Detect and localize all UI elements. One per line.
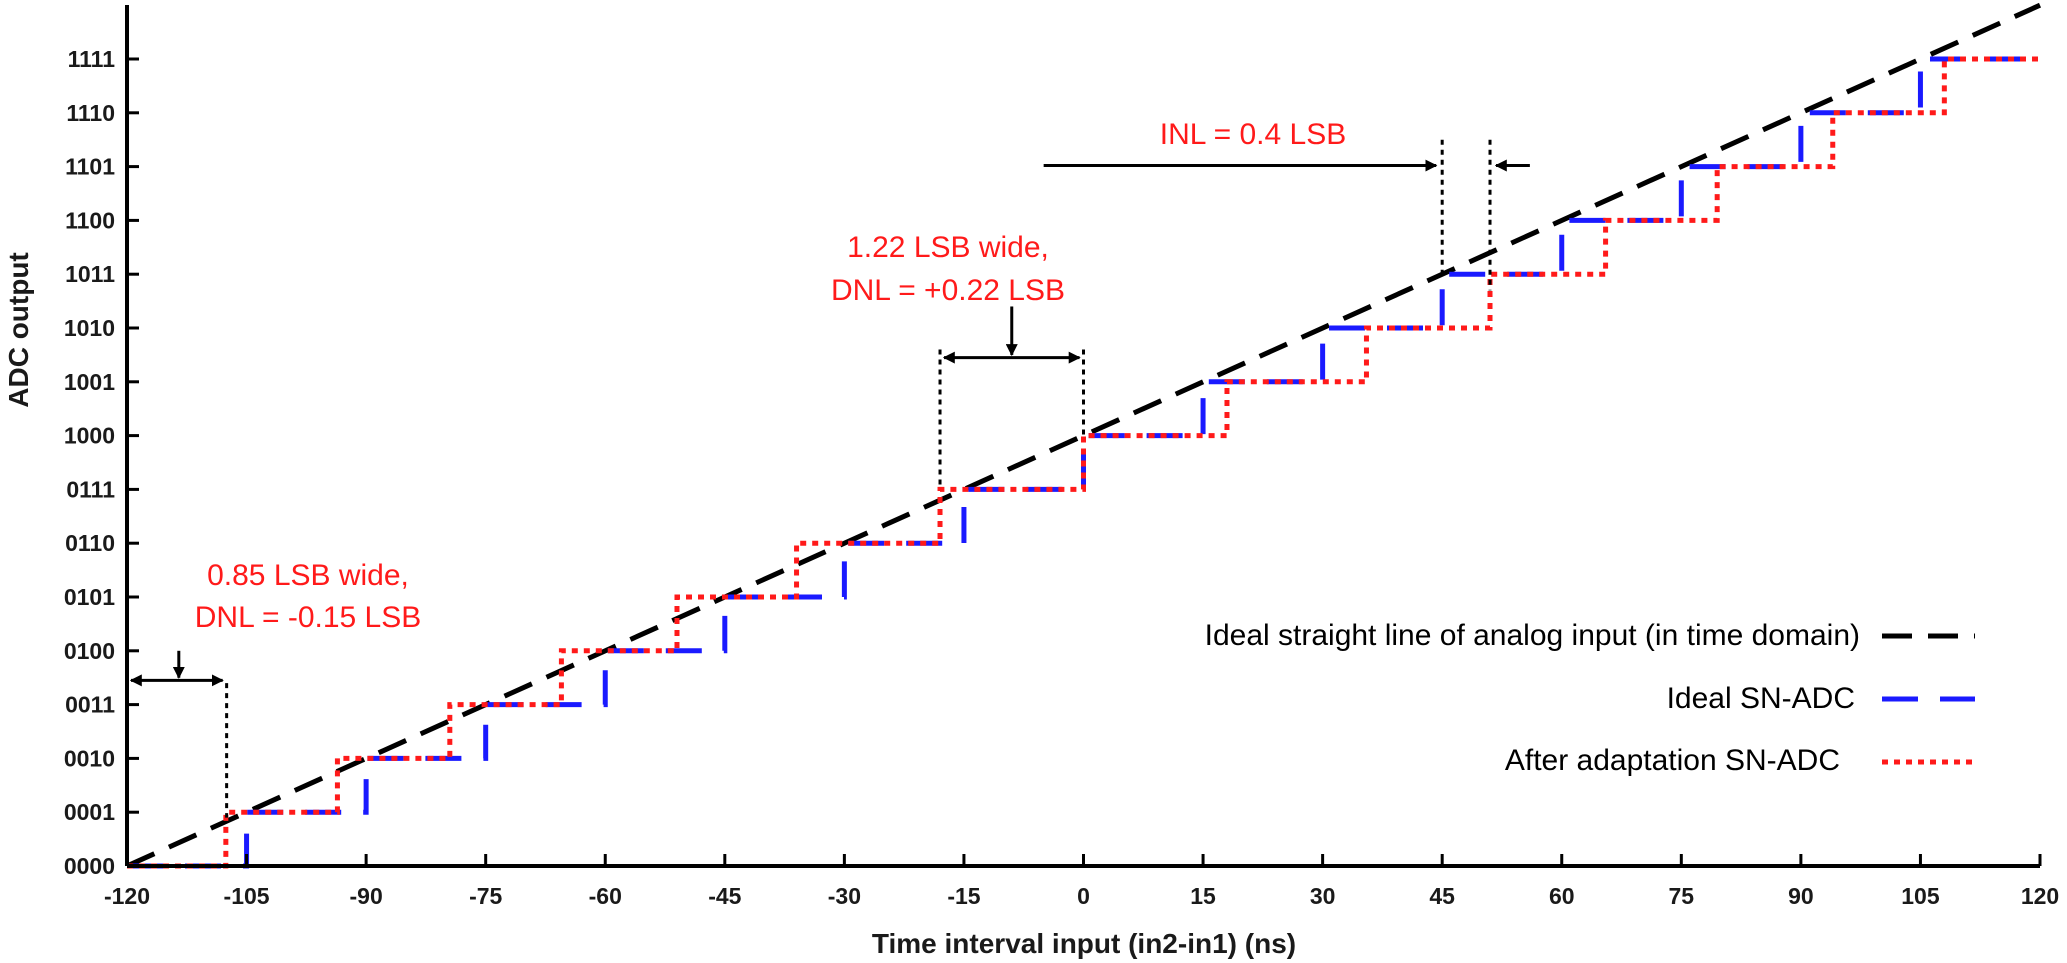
x-tick-label: 75	[1669, 883, 1695, 909]
y-tick-label: 1011	[65, 261, 115, 287]
axes: -120 -105 -90 -75 -60 -45 -30 -15 0 15 30 45 60 75 90 1…	[64, 5, 2059, 909]
x-tick-label: -60	[589, 883, 622, 909]
y-tick-label: 0010	[64, 745, 115, 771]
y-tick-label: 0001	[64, 799, 115, 825]
legend-label-after-adaptation: After adaptation SN-ADC	[1505, 744, 1840, 777]
series-after-adaptation	[127, 56, 2040, 869]
y-tick-label: 1010	[64, 315, 115, 341]
x-tick-label: -75	[469, 883, 502, 909]
legend: Ideal straight line of analog input (in …	[1205, 619, 1975, 777]
x-tick-label: 120	[2021, 883, 2059, 909]
y-tick-label: 1110	[66, 100, 115, 126]
y-tick-label: 1111	[68, 46, 116, 72]
x-tick-label: 30	[1310, 883, 1336, 909]
series-ideal-line	[125, 2, 2042, 869]
y-tick-label: 0011	[65, 692, 115, 718]
x-tick-label: 60	[1549, 883, 1575, 909]
dnl-positive-annotation-line1: 1.22 LSB wide,	[847, 231, 1049, 264]
y-tick-label: 0000	[64, 853, 115, 879]
x-tick-label: 105	[1901, 883, 1940, 909]
y-axis-title: ADC output	[3, 252, 34, 408]
x-tick-label: -90	[350, 883, 383, 909]
dnl-negative-annotation-line1: 0.85 LSB wide,	[207, 559, 409, 592]
y-tick-label: 0101	[64, 584, 115, 610]
y-tick-label: 0100	[64, 638, 115, 664]
y-tick-label: 0110	[65, 530, 115, 556]
x-tick-label: -120	[104, 883, 150, 909]
dnl-negative-annotation-line2: DNL = -0.15 LSB	[195, 601, 422, 634]
annotations	[129, 139, 1530, 818]
inl-annotation: INL = 0.4 LSB	[1160, 118, 1347, 151]
x-tick-label: 45	[1429, 883, 1455, 909]
y-tick-label: 1101	[65, 154, 115, 180]
y-tick-label: 0111	[66, 476, 115, 502]
x-tick-label: -30	[828, 883, 861, 909]
y-tick-label: 1001	[64, 369, 115, 395]
x-tick-label: 0	[1077, 883, 1090, 909]
x-tick-label: -105	[224, 883, 270, 909]
y-tick-label: 1100	[65, 207, 115, 233]
y-tick-label: 1000	[64, 423, 115, 449]
x-tick-label: 90	[1788, 883, 1814, 909]
x-axis-title: Time interval input (in2-in1) (ns)	[872, 928, 1296, 959]
dnl-positive-annotation-line2: DNL = +0.22 LSB	[831, 274, 1065, 307]
legend-label-ideal-line: Ideal straight line of analog input (in …	[1205, 619, 1860, 652]
x-tick-label: -15	[947, 883, 980, 909]
plot-area	[125, 2, 2042, 869]
x-tick-label: 15	[1190, 883, 1216, 909]
x-tick-label: -45	[708, 883, 741, 909]
legend-label-ideal-sn-adc: Ideal SN-ADC	[1667, 682, 1855, 715]
